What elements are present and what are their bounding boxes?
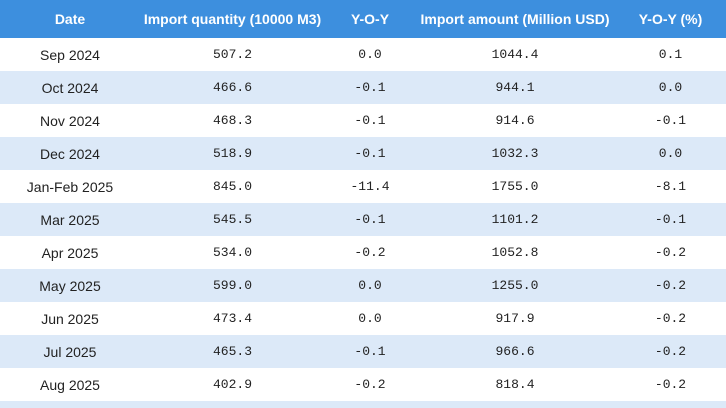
value-cell: -0.1 [325,335,415,368]
value-cell: -0.2 [654,311,687,326]
table-row: Mar 2025 545.5 -0.1 1101.2 -0.1 [0,203,726,236]
bottom-strip [0,401,726,408]
table-row: Sep 2024 507.2 0.0 1044.4 0.1 [0,38,726,71]
value-cell: 1052.8 [491,245,539,260]
value-cell: 0.0 [615,137,726,170]
date-cell: Mar 2025 [0,203,140,236]
value-cell: 1255.0 [415,269,615,302]
value-cell: -0.1 [354,113,386,128]
column-header: Y-O-Y (%) [615,0,726,38]
value-cell: -0.2 [354,377,386,392]
value-cell: -0.1 [325,203,415,236]
value-cell: 0.1 [658,47,683,62]
date-cell: Nov 2024 [40,112,100,129]
table-row: May 2025 599.0 0.0 1255.0 -0.2 [0,269,726,302]
value-cell: 1044.4 [491,47,539,62]
table-row: Aug 2025 402.9 -0.2 818.4 -0.2 [0,368,726,401]
value-cell: -0.2 [615,269,726,302]
column-header: Import amount (Million USD) [415,0,615,38]
value-cell: 468.3 [212,113,252,128]
table-row: Jun 2025 473.4 0.0 917.9 -0.2 [0,302,726,335]
date-cell: Oct 2024 [0,71,140,104]
value-cell: 507.2 [212,47,252,62]
table-body: Sep 2024 507.2 0.0 1044.4 0.1 Oct 2024 466.6 -0… [0,38,726,401]
column-header: Y-O-Y [325,0,415,38]
column-header: Import quantity (10000 M3) [140,0,325,38]
value-cell: 518.9 [140,137,325,170]
date-cell: Dec 2024 [0,137,140,170]
date-cell: Jul 2025 [0,335,140,368]
value-cell: -0.1 [615,203,726,236]
value-cell: -8.1 [654,179,687,194]
value-cell: 917.9 [495,311,535,326]
table-row: Jul 2025 465.3 -0.1 966.6 -0.2 [0,335,726,368]
value-cell: 818.4 [495,377,535,392]
value-cell: 944.1 [415,71,615,104]
value-cell: 473.4 [212,311,252,326]
date-cell: Jan-Feb 2025 [26,178,114,195]
value-cell: -0.2 [654,245,687,260]
value-cell: 465.3 [140,335,325,368]
table-row: Nov 2024 468.3 -0.1 914.6 -0.1 [0,104,726,137]
header-row: Date Import quantity (10000 M3) Y-O-Y Impor… [0,0,726,38]
value-cell: 0.0 [358,47,382,62]
value-cell: 534.0 [212,245,252,260]
value-cell: 1101.2 [415,203,615,236]
value-cell: 845.0 [212,179,252,194]
value-cell: 466.6 [140,71,325,104]
value-cell: -0.1 [325,137,415,170]
value-cell: -0.2 [354,245,386,260]
date-cell: Aug 2025 [40,376,100,393]
value-cell: -0.2 [615,335,726,368]
value-cell: -11.4 [350,179,390,194]
value-cell: 0.0 [325,269,415,302]
value-cell: 402.9 [212,377,252,392]
table-row: Dec 2024 518.9 -0.1 1032.3 0.0 [0,137,726,170]
table-row: Jan-Feb 2025 845.0 -11.4 1755.0 -8.1 [0,170,726,203]
value-cell: 1032.3 [415,137,615,170]
table-row: Oct 2024 466.6 -0.1 944.1 0.0 [0,71,726,104]
value-cell: 0.0 [358,311,382,326]
date-cell: Jun 2025 [41,310,99,327]
value-cell: 0.0 [615,71,726,104]
value-cell: 599.0 [140,269,325,302]
date-cell: May 2025 [0,269,140,302]
date-cell: Sep 2024 [40,46,100,63]
value-cell: 1755.0 [491,179,539,194]
table-row: Apr 2025 534.0 -0.2 1052.8 -0.2 [0,236,726,269]
value-cell: -0.1 [654,113,687,128]
value-cell: 545.5 [140,203,325,236]
column-header: Date [0,0,140,38]
date-cell: Apr 2025 [41,244,99,261]
value-cell: 914.6 [495,113,535,128]
value-cell: 966.6 [415,335,615,368]
value-cell: -0.2 [654,377,687,392]
value-cell: -0.1 [325,71,415,104]
